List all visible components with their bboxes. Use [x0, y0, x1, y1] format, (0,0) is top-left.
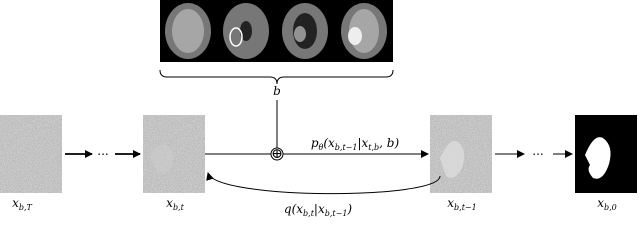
label-text: q(x [284, 202, 303, 216]
label-text: x [12, 196, 19, 210]
node-label: xb,t [166, 196, 184, 212]
label-text: ) [346, 202, 352, 216]
context-label: b [273, 84, 281, 98]
label-text: , b) [379, 136, 399, 150]
node-label: xb,0 [597, 196, 617, 212]
label-text: (x [323, 136, 335, 150]
diagram: b ⊕ ... ... xb,T xb,t xb,t−1 xb,0pθ(xb,t−1|… [0, 0, 637, 218]
subscript: b,t−1 [335, 143, 358, 152]
label-text: p [311, 136, 319, 150]
brace [159, 69, 394, 85]
subscript: b,0 [604, 203, 617, 212]
node-label: xb,T [12, 196, 32, 212]
node-label: xb,t−1 [447, 196, 476, 212]
label-text: |x [314, 202, 325, 216]
ellipsis: ... [532, 144, 543, 158]
combine-circle [270, 147, 284, 161]
label-text: |x [357, 136, 368, 150]
subscript: b,t [173, 203, 185, 212]
subscript: t,b [368, 143, 379, 152]
label-text: x [597, 196, 604, 210]
label-text: x [166, 196, 173, 210]
page: b ⊕ ... ... xb,T xb,t xb,t−1 xb,0 pθ(xb,t−1|… [0, 0, 637, 218]
forward-label: q(xb,t|xb,t−1) [284, 202, 353, 218]
partial-image [143, 115, 205, 193]
subscript: b,T [19, 203, 33, 212]
forward-arrow [206, 172, 441, 195]
noise-image [0, 115, 62, 193]
subscript: b,t [303, 209, 315, 218]
subscript: θ [319, 143, 324, 152]
mask-image [575, 115, 637, 193]
partial-image [430, 115, 492, 193]
subscript: b,t−1 [325, 209, 348, 218]
reverse-label: pθ(xb,t−1|xt,b, b) [311, 136, 400, 152]
subscript: b,t−1 [454, 203, 477, 212]
mri-strip [160, 0, 393, 62]
combine-symbol: ⊕ [271, 146, 283, 162]
ellipsis: ... [97, 144, 108, 158]
label-text: x [447, 196, 454, 210]
